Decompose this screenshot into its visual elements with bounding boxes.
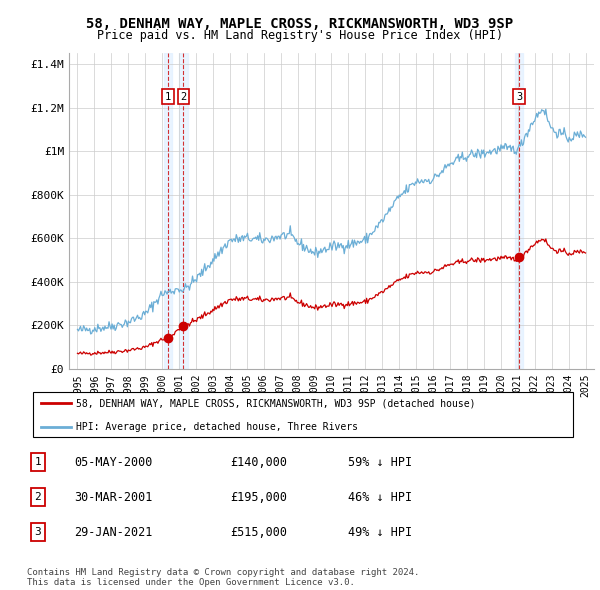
Text: 49% ↓ HPI: 49% ↓ HPI (347, 526, 412, 539)
Text: 2: 2 (180, 91, 187, 101)
Text: 1: 1 (165, 91, 171, 101)
Text: 1: 1 (35, 457, 41, 467)
Text: 46% ↓ HPI: 46% ↓ HPI (347, 490, 412, 504)
Text: £515,000: £515,000 (230, 526, 287, 539)
Text: 58, DENHAM WAY, MAPLE CROSS, RICKMANSWORTH, WD3 9SP (detached house): 58, DENHAM WAY, MAPLE CROSS, RICKMANSWOR… (76, 398, 476, 408)
Bar (179, 53, 188, 369)
Text: 3: 3 (516, 91, 522, 101)
Bar (515, 53, 523, 369)
Text: HPI: Average price, detached house, Three Rivers: HPI: Average price, detached house, Thre… (76, 422, 358, 432)
FancyBboxPatch shape (33, 392, 573, 437)
Text: 3: 3 (35, 527, 41, 537)
Text: Contains HM Land Registry data © Crown copyright and database right 2024.
This d: Contains HM Land Registry data © Crown c… (27, 568, 419, 587)
Text: 05-MAY-2000: 05-MAY-2000 (74, 455, 152, 468)
Text: Price paid vs. HM Land Registry's House Price Index (HPI): Price paid vs. HM Land Registry's House … (97, 30, 503, 42)
Text: 29-JAN-2021: 29-JAN-2021 (74, 526, 152, 539)
Bar (164, 53, 172, 369)
Text: 2: 2 (35, 492, 41, 502)
Text: 30-MAR-2001: 30-MAR-2001 (74, 490, 152, 504)
Text: 59% ↓ HPI: 59% ↓ HPI (347, 455, 412, 468)
Text: £140,000: £140,000 (230, 455, 287, 468)
Text: 58, DENHAM WAY, MAPLE CROSS, RICKMANSWORTH, WD3 9SP: 58, DENHAM WAY, MAPLE CROSS, RICKMANSWOR… (86, 17, 514, 31)
Text: £195,000: £195,000 (230, 490, 287, 504)
